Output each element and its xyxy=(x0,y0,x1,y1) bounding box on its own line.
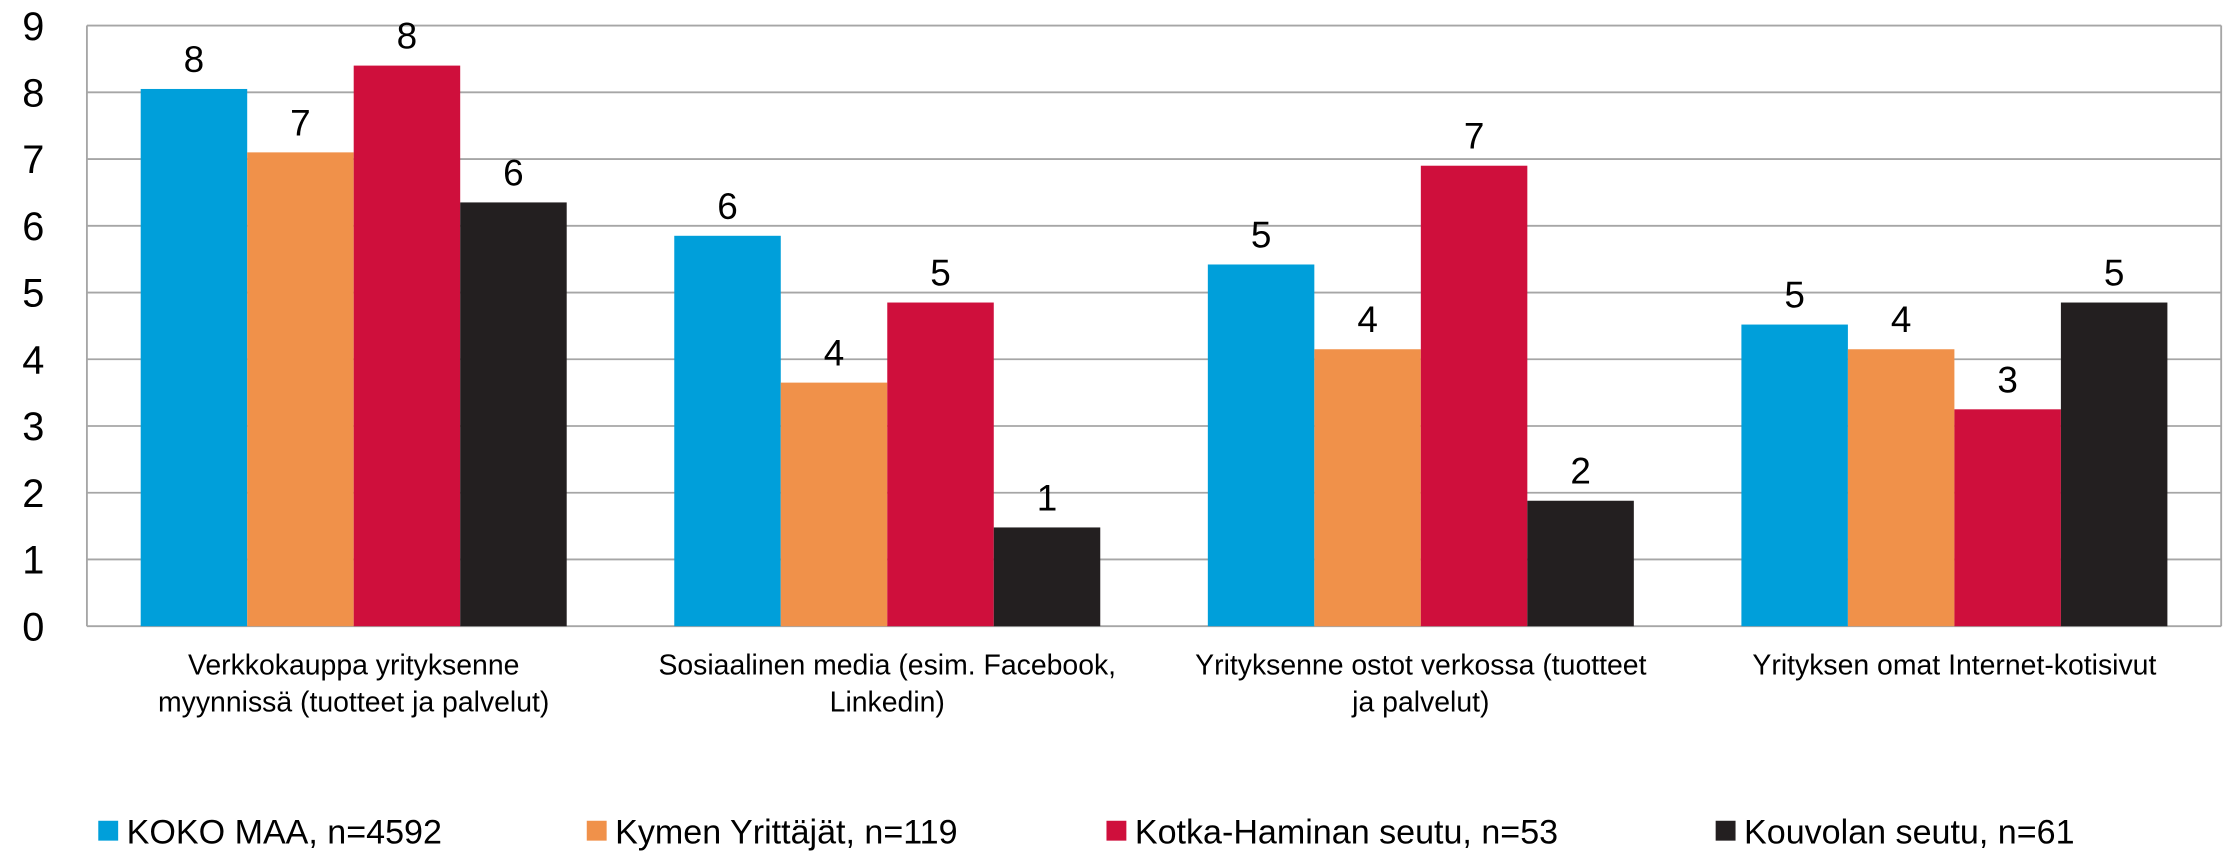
value-label: 4 xyxy=(1891,299,1912,340)
x-tick-label: Sosiaalinen media (esim. Facebook, Linked… xyxy=(658,650,1116,719)
y-tick-label: 6 xyxy=(22,205,44,249)
legend-label: KOKO MAA, n=4592 xyxy=(127,813,442,851)
bar xyxy=(2060,302,2168,627)
y-tick-label: 8 xyxy=(22,72,44,116)
bar xyxy=(780,382,888,627)
bar xyxy=(247,152,354,627)
value-label: 3 xyxy=(1997,359,2018,400)
bar xyxy=(1741,324,1848,627)
x-tick-label-line: Yrityksenne ostot verkossa (tuotteet xyxy=(1195,650,1646,682)
y-tick-label: 0 xyxy=(22,605,44,649)
value-label: 6 xyxy=(717,186,738,227)
value-label: 6 xyxy=(503,152,524,193)
bar xyxy=(1847,349,1955,627)
value-label: 2 xyxy=(1570,451,1591,492)
bar xyxy=(887,302,994,627)
y-tick-label: 9 xyxy=(22,5,44,49)
y-tick-label: 5 xyxy=(22,272,44,316)
value-label: 5 xyxy=(1784,275,1805,316)
x-tick-label: Verkkokauppa yrityksenne myynnissä (tuott… xyxy=(158,650,549,719)
value-label: 8 xyxy=(397,16,418,57)
legend-label: Kymen Yrittäjät, n=119 xyxy=(615,813,957,851)
x-tick-label-line: Verkkokauppa yrityksenne xyxy=(188,650,519,682)
y-tick-label: 3 xyxy=(22,405,44,449)
legend-label: Kouvolan seutu, n=61 xyxy=(1744,813,2074,851)
bar xyxy=(1207,264,1315,627)
value-label: 5 xyxy=(930,252,951,293)
x-tick-label-line: Linkedin) xyxy=(830,686,945,718)
x-tick-label-line: Sosiaalinen media (esim. Facebook, xyxy=(658,650,1116,682)
x-tick-label: Yrityksen omat Internet-kotisivut xyxy=(1752,650,2156,682)
value-label: 4 xyxy=(1357,299,1378,340)
value-label: 4 xyxy=(824,333,845,374)
legend-swatch xyxy=(586,820,607,841)
bar xyxy=(993,527,1101,627)
value-label: 5 xyxy=(2104,252,2125,293)
x-tick-label-line: Yrityksen omat Internet-kotisivut xyxy=(1752,650,2156,682)
y-tick-label: 1 xyxy=(22,539,44,583)
y-tick-label: 7 xyxy=(22,138,44,182)
value-label: 7 xyxy=(290,102,311,143)
legend-swatch xyxy=(98,820,119,841)
x-tick-label-line: ja palvelut) xyxy=(1351,686,1489,718)
value-label: 8 xyxy=(184,39,205,80)
bar xyxy=(353,65,461,627)
bar xyxy=(140,88,248,627)
y-tick-label: 4 xyxy=(22,338,44,382)
value-label: 5 xyxy=(1251,214,1272,255)
value-label: 7 xyxy=(1464,116,1485,157)
legend-swatch xyxy=(1715,820,1736,841)
legend-label: Kotka-Haminan seutu, n=53 xyxy=(1135,813,1558,851)
x-tick-label: Yrityksenne ostot verkossa (tuotteet ja p… xyxy=(1195,650,1646,719)
x-tick-label-line: myynnissä (tuotteet ja palvelut) xyxy=(158,686,549,718)
bar xyxy=(1954,409,2061,627)
bar xyxy=(1420,165,1528,627)
bar xyxy=(1527,500,1634,627)
legend-swatch xyxy=(1106,820,1127,841)
bar xyxy=(460,202,567,627)
bar xyxy=(674,235,781,627)
bar xyxy=(1314,349,1421,627)
value-label: 1 xyxy=(1037,477,1058,518)
y-tick-label: 2 xyxy=(22,472,44,516)
